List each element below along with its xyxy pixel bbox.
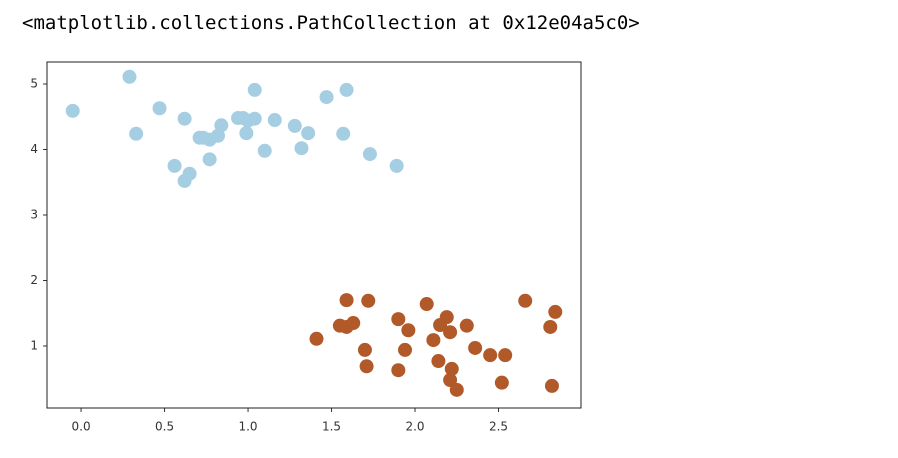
point bbox=[152, 101, 167, 116]
point bbox=[122, 69, 137, 84]
x-tick-label: 2.5 bbox=[489, 420, 508, 434]
point bbox=[459, 318, 474, 333]
point bbox=[544, 378, 559, 393]
point bbox=[426, 333, 441, 348]
point bbox=[359, 359, 374, 374]
point bbox=[357, 342, 372, 357]
y-tick-label: 1 bbox=[30, 338, 38, 352]
point bbox=[247, 82, 262, 97]
point bbox=[419, 297, 434, 312]
y-tick-label: 2 bbox=[30, 273, 38, 287]
point bbox=[287, 118, 302, 133]
point bbox=[443, 373, 458, 388]
point bbox=[339, 293, 354, 308]
point bbox=[362, 147, 377, 162]
point bbox=[336, 126, 351, 141]
point bbox=[483, 348, 498, 363]
point bbox=[167, 158, 182, 173]
point bbox=[319, 90, 334, 105]
point bbox=[361, 293, 376, 308]
point bbox=[401, 323, 416, 338]
point bbox=[518, 293, 533, 308]
point bbox=[444, 361, 459, 376]
point bbox=[431, 354, 446, 369]
plot-frame bbox=[46, 61, 582, 409]
x-tick-label: 1.5 bbox=[322, 420, 341, 434]
point bbox=[202, 152, 217, 167]
point bbox=[65, 103, 80, 118]
y-tick-label: 5 bbox=[30, 77, 38, 91]
point bbox=[391, 312, 406, 327]
point bbox=[257, 143, 272, 158]
point bbox=[543, 319, 558, 334]
point bbox=[239, 126, 254, 141]
point bbox=[267, 113, 282, 128]
point bbox=[443, 325, 458, 340]
point bbox=[182, 166, 197, 181]
point bbox=[389, 158, 404, 173]
point bbox=[177, 111, 192, 126]
point bbox=[468, 340, 483, 355]
point bbox=[247, 111, 262, 126]
y-tick-label: 4 bbox=[30, 142, 38, 156]
x-tick-label: 0.0 bbox=[72, 420, 91, 434]
point bbox=[346, 316, 361, 331]
point bbox=[301, 126, 316, 141]
point bbox=[339, 82, 354, 97]
point bbox=[449, 382, 464, 397]
point bbox=[391, 363, 406, 378]
point bbox=[129, 126, 144, 141]
point bbox=[398, 342, 413, 357]
x-tick-label: 2.0 bbox=[405, 420, 424, 434]
x-tick-label: 1.0 bbox=[238, 420, 257, 434]
point bbox=[498, 348, 513, 363]
point bbox=[439, 310, 454, 325]
point bbox=[309, 331, 324, 346]
point bbox=[214, 118, 229, 133]
point bbox=[294, 141, 309, 156]
y-tick-label: 3 bbox=[30, 207, 38, 221]
x-tick-label: 0.5 bbox=[155, 420, 174, 434]
point bbox=[494, 375, 509, 390]
point bbox=[548, 304, 563, 319]
output-text: <matplotlib.collections.PathCollection a… bbox=[22, 12, 640, 34]
